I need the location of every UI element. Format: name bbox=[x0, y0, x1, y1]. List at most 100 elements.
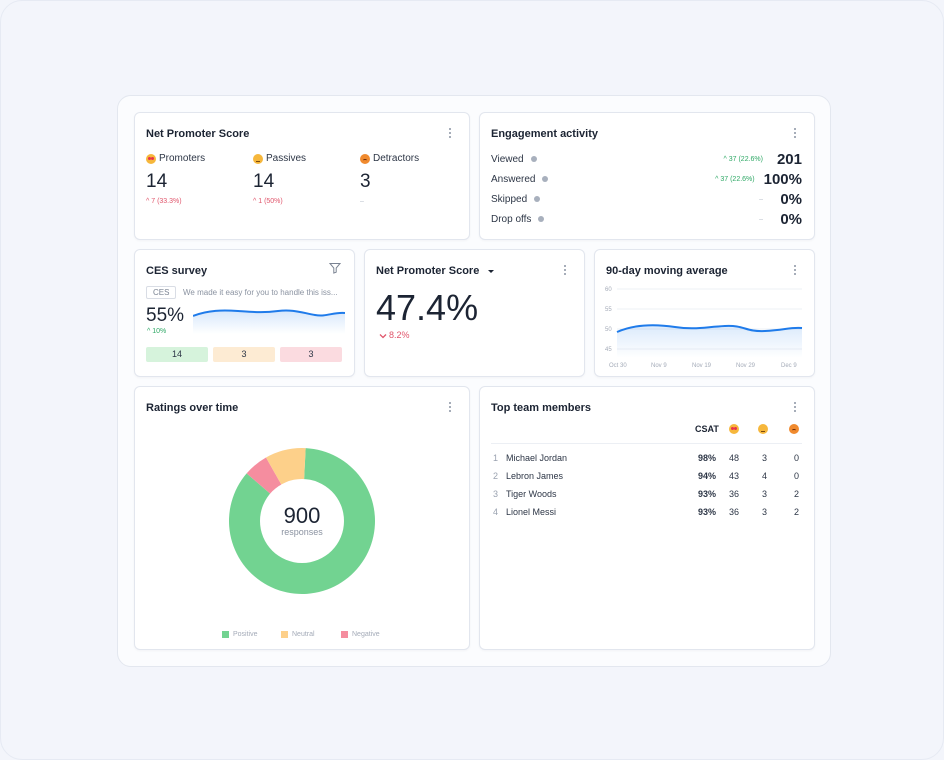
passives-stat: Passives 14 ^ 1 (50%) bbox=[253, 153, 306, 205]
legend-swatch bbox=[222, 631, 229, 638]
x-tick: Dec 9 bbox=[781, 363, 797, 369]
nps-score-delta-value: 8.2% bbox=[389, 330, 410, 340]
passives-label: Passives bbox=[266, 153, 307, 164]
engagement-value: 201 bbox=[776, 150, 802, 168]
table-row[interactable]: 3 Tiger Woods 93% 36 3 2 bbox=[491, 486, 802, 504]
neutral-face-emoji-icon bbox=[253, 153, 263, 164]
more-options-icon[interactable] bbox=[793, 128, 797, 140]
member-neutral: 3 bbox=[761, 453, 767, 463]
row-index: 1 bbox=[493, 453, 499, 463]
nps-score-title-label: Net Promoter Score bbox=[376, 265, 480, 277]
caret-down-icon[interactable] bbox=[488, 269, 495, 273]
info-icon[interactable] bbox=[534, 196, 541, 202]
detractors-stat: Detractors 3 – bbox=[360, 153, 419, 205]
moving-average-line bbox=[616, 324, 803, 333]
nps-card-title: Net Promoter Score bbox=[146, 128, 250, 140]
more-options-icon[interactable] bbox=[793, 265, 797, 277]
row-index: 3 bbox=[493, 489, 499, 499]
ces-question: We made it easy for you to handle this i… bbox=[183, 288, 338, 297]
member-neutral: 3 bbox=[761, 507, 767, 517]
info-icon[interactable] bbox=[530, 156, 537, 162]
member-csat: 98% bbox=[697, 453, 716, 463]
ratings-total: 900 bbox=[283, 503, 321, 528]
nps-score-delta: 8.2% bbox=[379, 330, 410, 340]
member-csat: 93% bbox=[697, 507, 716, 517]
member-neutral: 3 bbox=[761, 489, 767, 499]
member-negative: 2 bbox=[793, 507, 799, 517]
x-tick: Nov 9 bbox=[651, 363, 667, 369]
promoters-delta: ^ 7 (33.3%) bbox=[146, 198, 182, 205]
engagement-label: Drop offs bbox=[491, 213, 532, 225]
filter-icon[interactable] bbox=[329, 262, 341, 274]
more-options-icon[interactable] bbox=[563, 265, 567, 277]
nps-score-title[interactable]: Net Promoter Score bbox=[376, 265, 495, 277]
moving-average-title: 90-day moving average bbox=[606, 265, 728, 277]
dashboard-board: Net Promoter Score Promoters 14 ^ 7 (33.… bbox=[117, 95, 831, 667]
ces-value: 55% bbox=[146, 305, 185, 326]
engagement-change: ^ 37 (22.6%) bbox=[715, 175, 755, 183]
more-options-icon[interactable] bbox=[448, 402, 452, 414]
row-index: 4 bbox=[493, 507, 499, 517]
nps-score-card: Net Promoter Score 47.4% 8.2% bbox=[364, 249, 585, 377]
info-icon[interactable] bbox=[542, 176, 549, 182]
y-tick: 50 bbox=[605, 327, 612, 333]
legend-label: Neutral bbox=[292, 631, 315, 638]
ratings-total-label: responses bbox=[281, 527, 323, 537]
member-name: Tiger Woods bbox=[506, 489, 557, 499]
y-tick: 45 bbox=[605, 347, 612, 353]
ces-pill-negative: 3 bbox=[280, 347, 342, 362]
moving-average-card: 90-day moving average 60 55 50 45 Oct 30… bbox=[594, 249, 815, 377]
more-options-icon[interactable] bbox=[793, 402, 797, 414]
member-positive: 36 bbox=[728, 489, 739, 499]
member-positive: 43 bbox=[728, 471, 739, 481]
team-card-title: Top team members bbox=[491, 402, 592, 414]
more-options-icon[interactable] bbox=[448, 128, 452, 140]
heart-eyes-emoji-icon bbox=[729, 424, 739, 434]
detractors-label: Detractors bbox=[373, 153, 420, 164]
table-divider bbox=[491, 443, 802, 444]
engagement-row-viewed: Viewed ^ 37 (22.6%) 201 bbox=[491, 150, 802, 168]
passives-delta: ^ 1 (50%) bbox=[253, 198, 283, 205]
member-negative: 0 bbox=[793, 471, 799, 481]
member-name: Lionel Messi bbox=[506, 507, 557, 517]
engagement-card: Engagement activity Viewed ^ 37 (22.6%) … bbox=[479, 112, 815, 240]
angry-face-emoji-icon bbox=[360, 153, 370, 164]
table-row[interactable]: 1 Michael Jordan 98% 48 3 0 bbox=[491, 450, 802, 468]
engagement-row-skipped: Skipped – 0% bbox=[491, 190, 802, 208]
engagement-card-title: Engagement activity bbox=[491, 128, 598, 140]
promoters-value: 14 bbox=[146, 171, 168, 192]
table-row[interactable]: 2 Lebron James 94% 43 4 0 bbox=[491, 468, 802, 486]
engagement-label: Answered bbox=[491, 173, 536, 185]
detractors-delta: – bbox=[360, 198, 364, 205]
neutral-face-emoji-icon bbox=[758, 424, 768, 434]
legend-negative: Negative bbox=[341, 631, 380, 638]
ratings-card-title: Ratings over time bbox=[146, 402, 239, 414]
member-positive: 36 bbox=[728, 507, 739, 517]
ratings-donut-chart bbox=[228, 448, 375, 594]
engagement-value: 100% bbox=[763, 170, 802, 188]
team-card: Top team members CSAT 1 Michael Jordan 9… bbox=[479, 386, 815, 650]
engagement-value: 0% bbox=[780, 190, 802, 208]
table-row[interactable]: 4 Lionel Messi 93% 36 3 2 bbox=[491, 504, 802, 522]
info-icon[interactable] bbox=[538, 216, 545, 222]
engagement-row-answered: Answered ^ 37 (22.6%) 100% bbox=[491, 170, 802, 188]
engagement-value: 0% bbox=[780, 210, 802, 228]
member-csat: 93% bbox=[697, 489, 716, 499]
angry-face-emoji-icon bbox=[789, 424, 799, 434]
legend-neutral: Neutral bbox=[281, 631, 315, 638]
legend-swatch bbox=[281, 631, 288, 638]
row-index: 2 bbox=[493, 471, 499, 481]
member-negative: 0 bbox=[793, 453, 799, 463]
legend-label: Positive bbox=[233, 631, 258, 638]
passives-value: 14 bbox=[253, 171, 275, 192]
engagement-label: Skipped bbox=[491, 193, 528, 205]
ces-pill-neutral: 3 bbox=[213, 347, 275, 362]
legend-swatch bbox=[341, 631, 348, 638]
x-tick: Nov 29 bbox=[736, 363, 756, 369]
x-tick: Oct 30 bbox=[609, 363, 627, 369]
engagement-change: – bbox=[759, 215, 763, 223]
detractors-value: 3 bbox=[360, 171, 371, 192]
chevron-down-icon bbox=[379, 333, 387, 339]
legend-positive: Positive bbox=[222, 631, 258, 638]
ces-card-title: CES survey bbox=[146, 265, 208, 277]
